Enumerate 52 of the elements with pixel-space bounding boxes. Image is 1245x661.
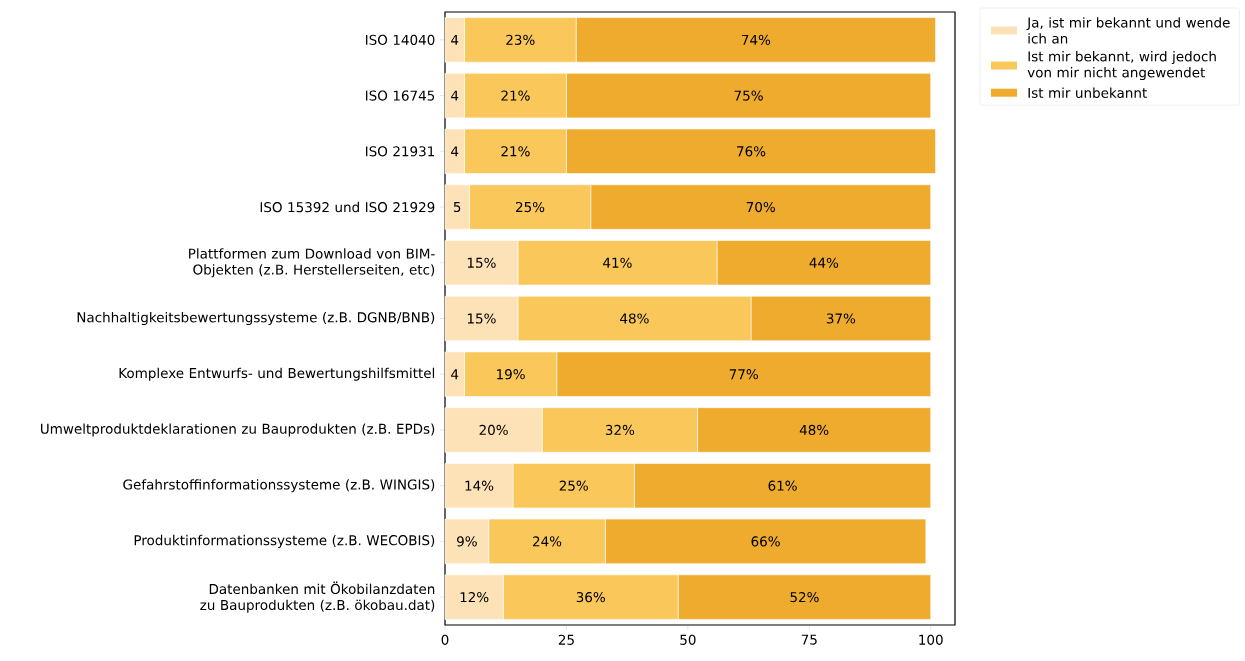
data-label: 9% bbox=[457, 536, 477, 547]
data-label: 44% bbox=[809, 257, 839, 268]
data-label: 4 bbox=[451, 34, 459, 45]
y-tick-label: ISO 15392 und ISO 21929 bbox=[260, 201, 435, 213]
y-tick-label: ISO 21931 bbox=[366, 146, 435, 157]
data-label: 25% bbox=[515, 201, 545, 213]
data-label: 48% bbox=[620, 313, 649, 324]
data-label: 23% bbox=[506, 34, 535, 45]
data-label: 21% bbox=[501, 146, 530, 157]
data-label: 20% bbox=[479, 424, 508, 436]
y-tick-label: Umweltproduktdeklarationen zu Bauprodukten (z.B. EPDs) bbox=[41, 423, 435, 437]
legend-label: Ja, ist mir bekannt und wende ich an bbox=[1026, 17, 1230, 44]
data-label: 15% bbox=[467, 313, 496, 324]
data-label: 32% bbox=[605, 424, 635, 436]
data-label: 77% bbox=[729, 369, 758, 380]
data-label: 4 bbox=[451, 369, 459, 380]
data-label: 36% bbox=[576, 592, 605, 603]
data-label: 15% bbox=[467, 257, 496, 268]
data-label: 52% bbox=[790, 592, 819, 603]
data-label: 76% bbox=[737, 146, 766, 157]
data-label: 66% bbox=[751, 536, 780, 547]
x-tick-label: 0 bbox=[441, 634, 449, 645]
x-tick-label: 100 bbox=[919, 634, 943, 645]
data-label: 12% bbox=[460, 592, 489, 603]
y-tick-label: Nachhaltigkeitsbewertungssysteme (z.B. DGNB/BNB) bbox=[77, 311, 435, 326]
data-label: 5 bbox=[453, 202, 461, 213]
y-tick-label: ISO 14040 bbox=[366, 34, 435, 45]
data-label: 21% bbox=[501, 90, 530, 101]
data-label: 61% bbox=[768, 480, 797, 491]
data-label: 70% bbox=[746, 201, 775, 213]
x-tick-label: 25 bbox=[558, 634, 574, 645]
data-label: 19% bbox=[497, 369, 525, 380]
data-label: 75% bbox=[734, 90, 763, 101]
y-tick-label: Produktinformationssysteme (z.B. WECOBIS) bbox=[134, 534, 435, 548]
legend-label: Ist mir bekannt, wird jedoch von mir nicht angewendet bbox=[1027, 51, 1216, 81]
data-label: 25% bbox=[559, 480, 588, 491]
data-label: 24% bbox=[532, 536, 562, 547]
x-tick-label: 75 bbox=[801, 634, 817, 645]
data-label: 4 bbox=[451, 90, 459, 101]
x-tick-label: 50 bbox=[680, 634, 696, 645]
data-label: 48% bbox=[799, 424, 829, 436]
y-tick-label: Komplexe Entwurfs- und Bewertungshilfsmittel bbox=[119, 367, 435, 381]
y-tick-label: Plattformen zum Download von BIM-Objekten (z.B. Herstellerseiten, etc) bbox=[189, 248, 435, 278]
y-tick-label: Datenbanken mit Ökobilanzdaten zu Bauprodukten (z.B. ökobau.dat) bbox=[200, 581, 435, 613]
y-tick-label: Gefahrstoffinformationssysteme (z.B. WINGIS) bbox=[123, 479, 435, 493]
data-label: 74% bbox=[741, 34, 771, 45]
data-label: 4 bbox=[451, 146, 459, 157]
text: Ist mir unbekannt bbox=[1028, 87, 1147, 98]
y-tick-label: ISO 16745 bbox=[366, 90, 435, 101]
data-label: 37% bbox=[826, 313, 856, 324]
data-label: 41% bbox=[603, 257, 632, 268]
data-label: 14% bbox=[465, 480, 494, 491]
